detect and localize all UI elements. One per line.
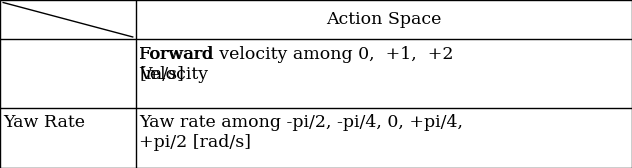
Text: Yaw rate among -pi/2, -pi/4, 0, +pi/4,
+pi/2 [rad/s]: Yaw rate among -pi/2, -pi/4, 0, +pi/4, +… (139, 114, 463, 151)
Text: Forward velocity among 0,  +1,  +2
[m/s]: Forward velocity among 0, +1, +2 [m/s] (139, 46, 454, 83)
Text: Action Space: Action Space (326, 11, 442, 28)
Text: Yaw Rate: Yaw Rate (3, 114, 85, 131)
Text: Forward
Velocity: Forward Velocity (139, 46, 214, 83)
